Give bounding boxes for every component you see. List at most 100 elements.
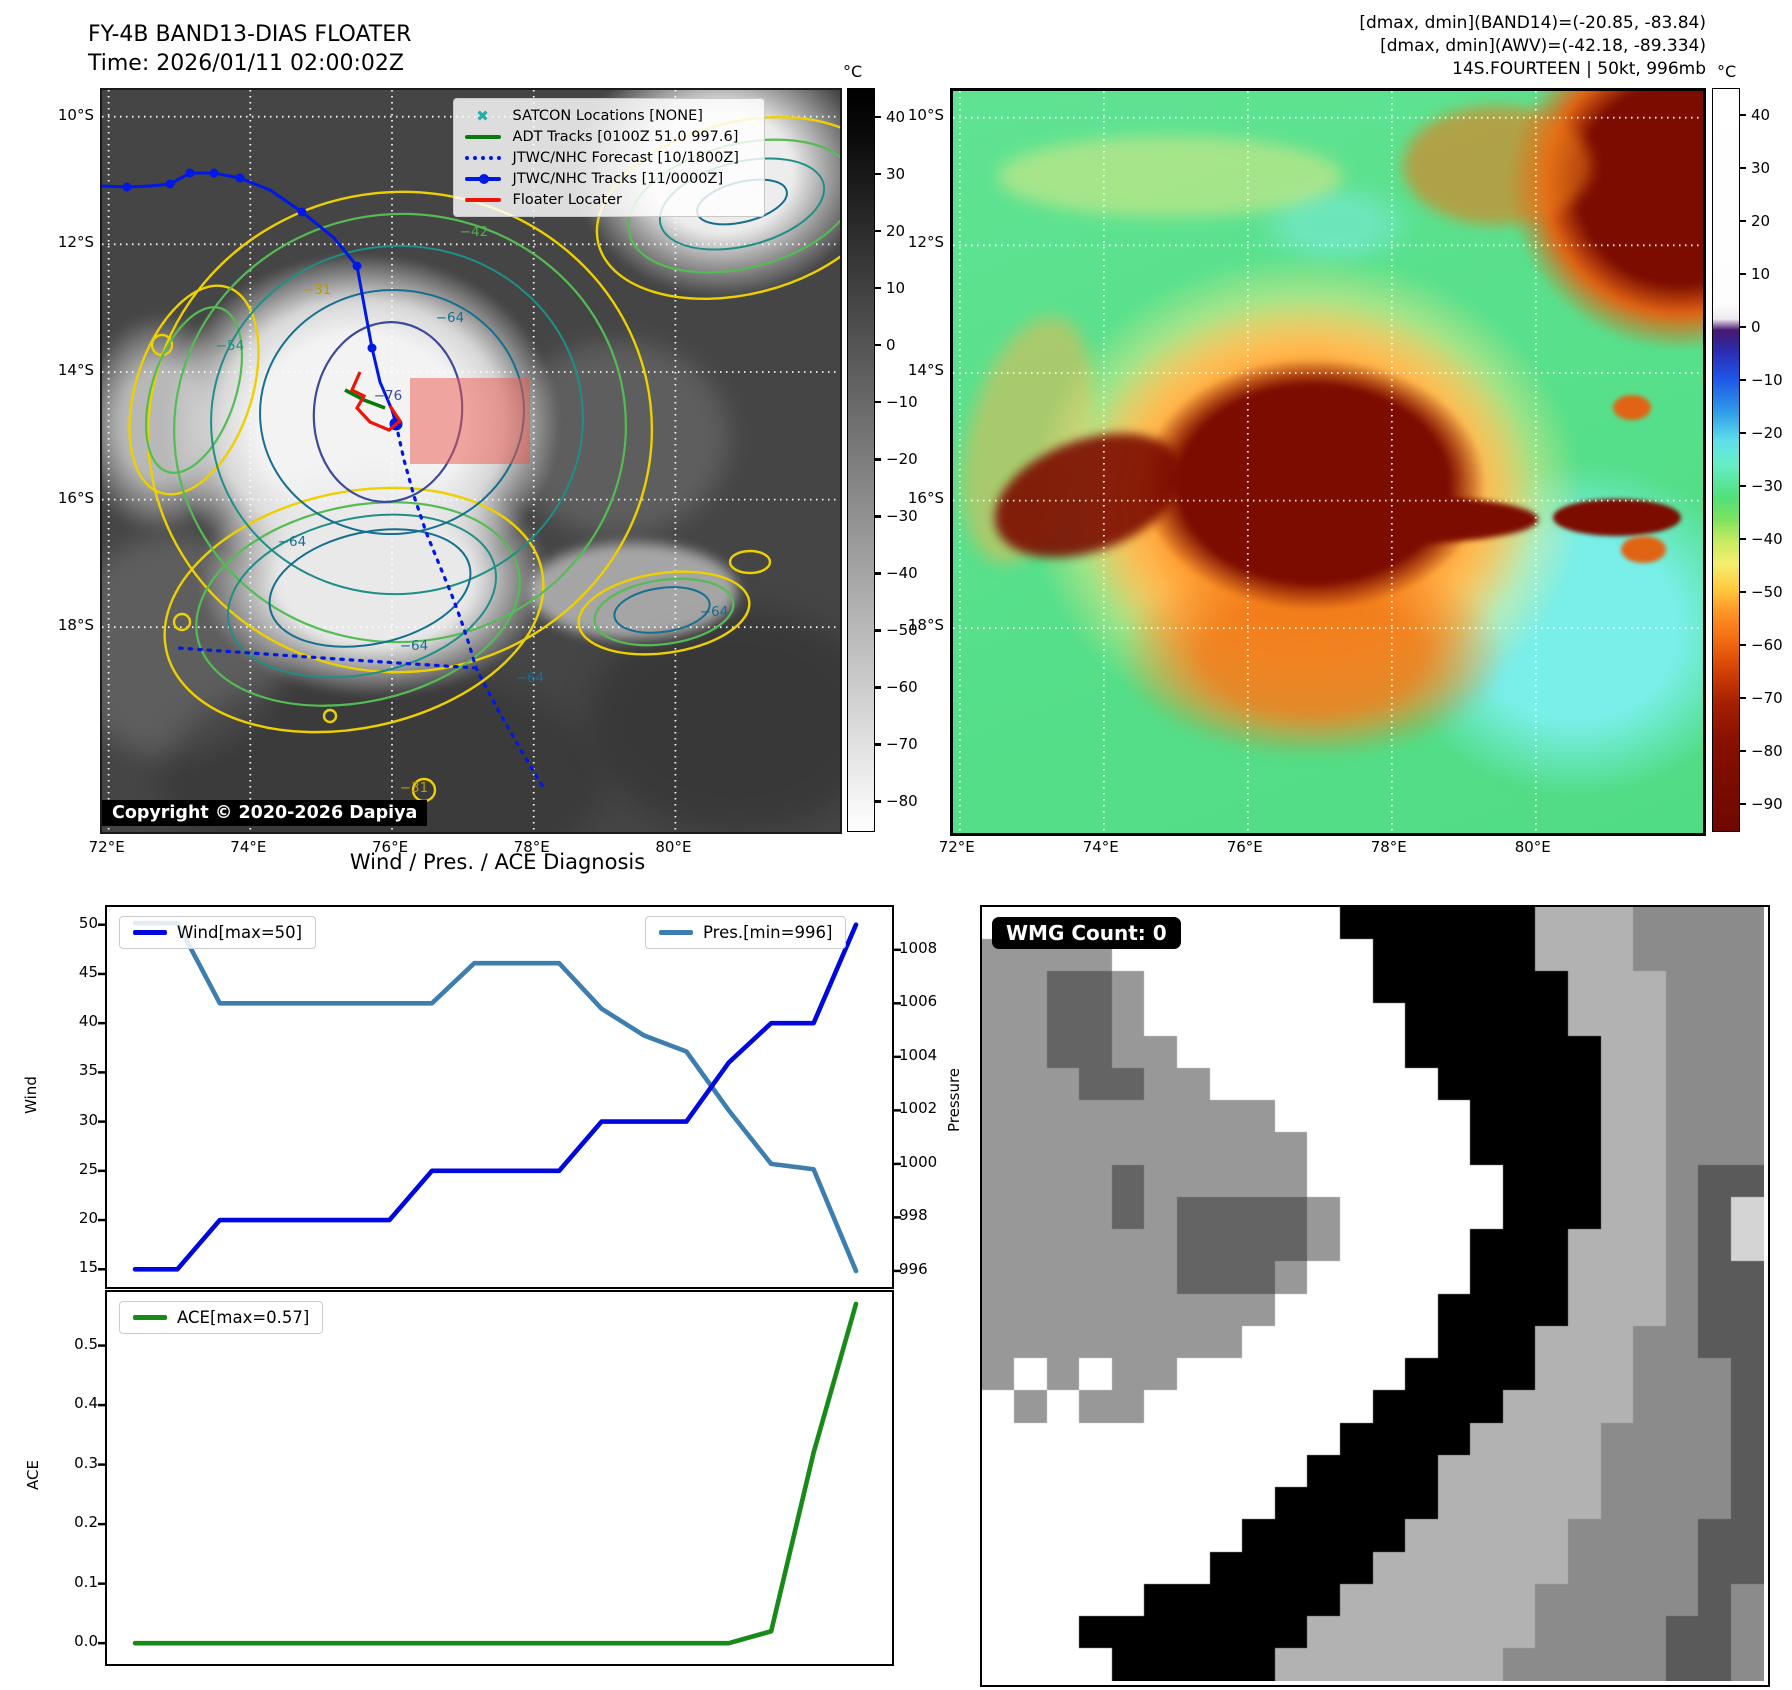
- colorbar-left-unit: °C: [843, 62, 863, 81]
- colorbar-right-unit: °C: [1717, 62, 1737, 81]
- y-tick-label: 20: [78, 1209, 98, 1228]
- y-tick-label: 15: [78, 1258, 98, 1277]
- contour-label: −64: [277, 534, 307, 550]
- colorbar-tick-label: −40: [886, 564, 918, 583]
- y-tick-label: 0.3: [74, 1453, 98, 1472]
- contour-label: −42: [459, 224, 489, 240]
- lon-tick-label: 72°E: [938, 838, 975, 856]
- awv-satellite-map: [950, 88, 1706, 836]
- pressure-legend-label: Pres.[min=996]: [703, 923, 833, 942]
- contour-label: −76: [373, 388, 403, 404]
- ir-colorbar: [847, 88, 875, 832]
- colorbar-tickmark: [1739, 590, 1746, 593]
- colorbar-tickmark: [874, 172, 881, 176]
- colorbar-tick-label: −50: [886, 621, 918, 640]
- pressure-legend: Pres.[min=996]: [645, 916, 847, 949]
- lon-tick-label: 80°E: [655, 838, 692, 856]
- colorbar-tickmark: [874, 572, 881, 575]
- awv-colorbar-ticks: 40 30 20 10 0 −10 −20 −30 −40 −50 −60 −70 −80 −90: [1739, 88, 1792, 830]
- colorbar-tickmark: [874, 743, 881, 746]
- colorbar-tick-label: 40: [886, 107, 906, 126]
- floater-region-box: [410, 378, 530, 464]
- legend-label: Floater Locater: [512, 191, 622, 208]
- colorbar-tick-label: −10: [1751, 370, 1783, 389]
- time-subtitle: Time: 2026/01/11 02:00:02Z: [88, 51, 404, 77]
- colorbar-tickmark: [1739, 378, 1746, 381]
- y-tick-label: 45: [78, 962, 98, 981]
- legend-label: JTWC/NHC Tracks [11/0000Z]: [512, 170, 724, 187]
- colorbar-tick-label: 30: [886, 164, 906, 183]
- y2-tick-label: 1006: [899, 992, 938, 1011]
- legend-item: Floater Locater: [462, 189, 754, 210]
- gridlines: [102, 90, 840, 832]
- colorbar-tickmark: [1739, 113, 1746, 116]
- colorbar-tickmark: [1739, 537, 1746, 540]
- colorbar-tick-label: −60: [1751, 635, 1783, 654]
- colorbar-tick-label: −90: [1751, 794, 1783, 813]
- ace-line-sample: [133, 1315, 167, 1320]
- y-tick-label: 0.0: [74, 1632, 98, 1651]
- line-marker-icon: [462, 134, 504, 139]
- colorbar-tick-label: −30: [886, 507, 918, 526]
- contour-label: −31: [302, 282, 332, 298]
- lat-tick-label: 12°S: [907, 233, 944, 252]
- jtwc-forecast-track: [176, 422, 547, 792]
- colorbar-tick-label: 10: [1751, 264, 1771, 283]
- lat-tick-label: 16°S: [907, 488, 944, 507]
- wind-yaxis-labels: 15 20 25 30 35 40 45 50: [52, 905, 98, 1285]
- colorbar-tickmark: [1739, 166, 1746, 169]
- page-title: FY-4B BAND13-DIAS FLOATER: [88, 22, 412, 47]
- colorbar-tick-label: −30: [1751, 476, 1783, 495]
- left-map-lon-axis: 72°E 74°E 76°E 78°E 80°E: [89, 838, 838, 860]
- colorbar-tick-label: −80: [1751, 741, 1783, 760]
- lon-tick-label: 80°E: [1514, 838, 1551, 856]
- cloud-art: [1620, 536, 1666, 563]
- colorbar-tick-label: 40: [1751, 105, 1771, 124]
- colorbar-tickmark: [1739, 696, 1746, 699]
- y-tick-label: 0.1: [74, 1572, 98, 1591]
- ace-legend: ACE[max=0.57]: [119, 1301, 324, 1334]
- colorbar-tickmark: [874, 229, 881, 233]
- pressure-line-sample: [659, 930, 693, 935]
- colorbar-tickmark: [1739, 325, 1746, 328]
- lat-tick-label: 12°S: [57, 233, 94, 252]
- stats-header: [dmax, dmin](BAND14)=(-20.85, -83.84) [d…: [1359, 12, 1706, 81]
- y2-tick-label: 996: [899, 1259, 928, 1278]
- cloud-art: [1553, 499, 1681, 537]
- colorbar-tick-label: 30: [1751, 158, 1771, 177]
- colorbar-tick-label: −80: [886, 792, 918, 811]
- ir-colorbar-ticks: 40 30 20 10 0 −10 −20 −30 −40 −50 −60 −70 −80: [874, 88, 944, 830]
- cloud-art: [1253, 180, 1418, 270]
- storm-core-art: [1140, 358, 1486, 611]
- line-marker-icon: [462, 197, 504, 202]
- colorbar-tickmark: [1739, 219, 1746, 222]
- colorbar-tick-label: 10: [886, 278, 906, 297]
- wmg-count-badge: WMG Count: 0: [992, 917, 1181, 949]
- colorbar-tick-label: 0: [1751, 317, 1761, 336]
- wind-legend: Wind[max=50]: [119, 916, 317, 949]
- y-tick-label: 30: [78, 1110, 98, 1129]
- y-tick-label: 0.5: [74, 1334, 98, 1353]
- series-Pres.[min=996]: [132, 920, 859, 1274]
- diagnosis-title: Wind / Pres. / ACE Diagnosis: [349, 850, 646, 874]
- cloud-art: [1613, 395, 1651, 421]
- colorbar-tickmark: [874, 800, 881, 803]
- lat-tick-label: 14°S: [907, 360, 944, 379]
- colorbar-tickmark: [874, 458, 881, 461]
- pressure-axis-title: Pressure: [945, 1067, 963, 1133]
- y2-tick-label: 1000: [899, 1152, 938, 1171]
- wind-line-sample: [133, 930, 167, 935]
- ace-legend-label: ACE[max=0.57]: [177, 1308, 310, 1327]
- wind-axis-title: Wind: [22, 1076, 40, 1114]
- cloud-art: [530, 542, 737, 640]
- colorbar-tick-label: −60: [886, 678, 918, 697]
- colorbar-tickmark: [874, 686, 881, 689]
- lon-tick-label: 74°E: [1082, 838, 1119, 856]
- colorbar-tickmark: [1739, 802, 1746, 805]
- dmax-awv: [dmax, dmin](AWV)=(-42.18, -89.334): [1380, 35, 1706, 56]
- legend-item: JTWC/NHC Forecast [10/1800Z]: [462, 147, 754, 168]
- right-map-lat-axis: 10°S 12°S 14°S 16°S 18°S: [896, 88, 944, 830]
- colorbar-tickmark: [874, 286, 881, 290]
- series-ACE[max=0.57]: [132, 1301, 859, 1646]
